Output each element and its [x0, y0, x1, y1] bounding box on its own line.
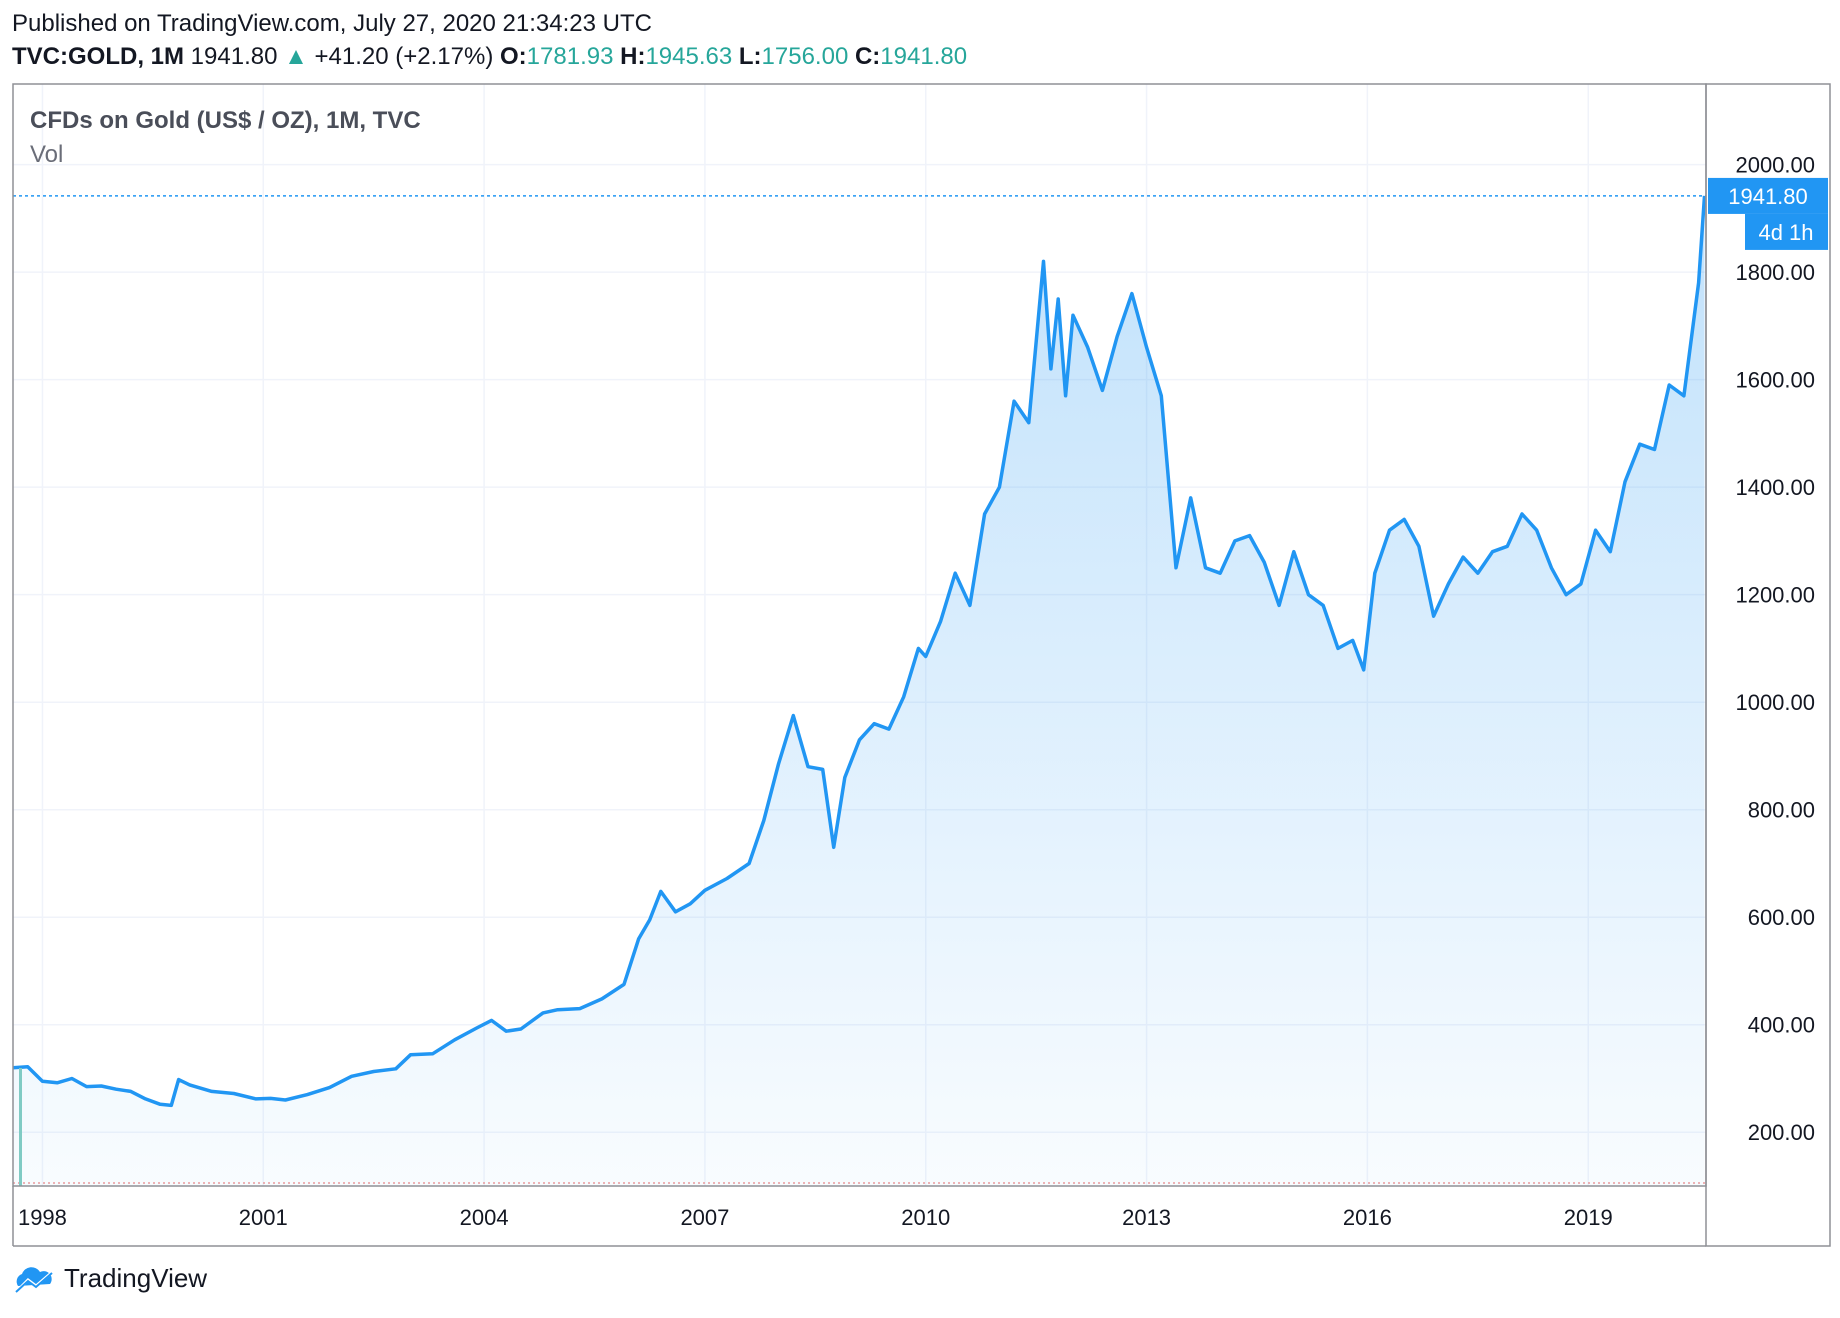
high-value: 1945.63 [645, 43, 733, 70]
footer-brand: TradingView [12, 1263, 207, 1294]
high-label: H: [620, 43, 646, 70]
y-tick-label: 800.00 [1748, 798, 1815, 823]
tradingview-brand-label[interactable]: TradingView [64, 1263, 208, 1293]
volume-legend-label[interactable]: Vol [30, 141, 63, 168]
open-value: 1781.93 [526, 43, 614, 70]
x-tick-label: 2019 [1564, 1205, 1613, 1230]
chart-header: Published on TradingView.com, July 27, 2… [12, 8, 967, 74]
y-tick-label: 1200.00 [1735, 583, 1815, 608]
price-axis[interactable]: 200.00 400.00 600.00 800.00 1000.00 1200.00 14… [1735, 153, 1815, 1146]
last-price-badge-group: 1941.80 4d 1h [1708, 177, 1828, 250]
plot-area [12, 195, 1707, 1186]
x-tick-label: 2004 [460, 1205, 509, 1230]
low-label: L: [738, 43, 762, 70]
x-tick-label: 1998 [18, 1205, 67, 1230]
last-price: 1941.80 [190, 43, 278, 70]
published-line: Published on TradingView.com, July 27, 2… [12, 10, 652, 37]
symbol-interval[interactable]: TVC:GOLD, 1M [12, 43, 184, 70]
y-tick-label: 400.00 [1748, 1013, 1815, 1038]
y-tick-label: 1000.00 [1735, 690, 1815, 715]
y-tick-label: 600.00 [1748, 905, 1815, 930]
volume-bar [19, 1068, 22, 1186]
y-tick-label: 200.00 [1748, 1120, 1815, 1145]
time-axis[interactable]: 1998 2001 2004 2007 2010 2013 2016 2019 [18, 1205, 1613, 1230]
x-tick-label: 2007 [680, 1205, 729, 1230]
countdown-badge [1745, 213, 1828, 250]
last-price-badge [1708, 177, 1828, 214]
price-change: +41.20 (+2.17%) [314, 43, 494, 70]
countdown-badge-label: 4d 1h [1758, 220, 1813, 245]
x-tick-label: 2001 [239, 1205, 288, 1230]
y-tick-label: 1800.00 [1735, 260, 1815, 285]
quote-line: TVC:GOLD, 1M 1941.80 ▲ +41.20 (+2.17%) O… [12, 40, 967, 74]
up-triangle-icon: ▲ [277, 43, 315, 70]
x-tick-label: 2010 [901, 1205, 950, 1230]
y-tick-label: 1400.00 [1735, 475, 1815, 500]
tradingview-logo-icon [15, 1266, 53, 1293]
y-tick-label: 2000.00 [1735, 153, 1815, 178]
x-tick-label: 2016 [1343, 1205, 1392, 1230]
price-line [12, 195, 1707, 1108]
price-area-fill [13, 195, 1705, 1186]
close-label: C: [854, 43, 881, 70]
open-label: O: [500, 43, 527, 70]
last-price-badge-label: 1941.80 [1728, 184, 1808, 209]
y-tick-label: 1600.00 [1735, 368, 1815, 393]
series-legend-title[interactable]: CFDs on Gold (US$ / OZ), 1M, TVC [30, 107, 421, 134]
x-tick-label: 2013 [1122, 1205, 1171, 1230]
close-value: 1941.80 [880, 43, 968, 70]
low-value: 1756.00 [761, 43, 849, 70]
price-axis-border [1705, 83, 1831, 1247]
